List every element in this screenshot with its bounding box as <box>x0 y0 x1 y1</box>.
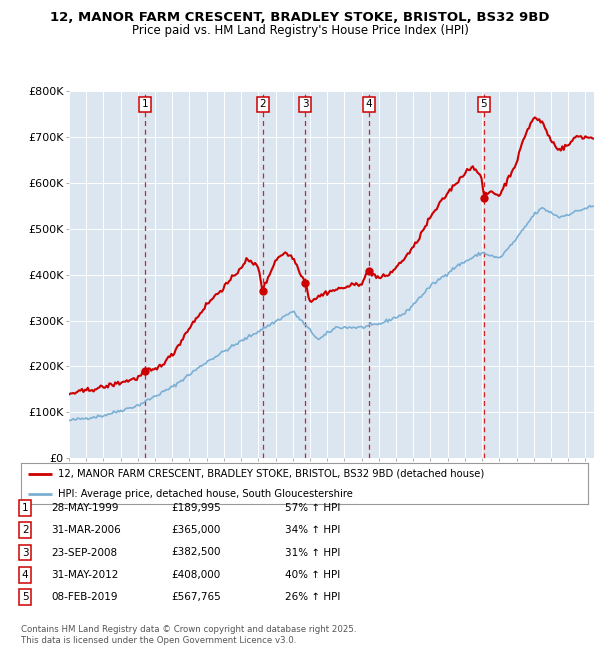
Text: 4: 4 <box>365 99 372 109</box>
Text: 4: 4 <box>22 569 29 580</box>
Text: 12, MANOR FARM CRESCENT, BRADLEY STOKE, BRISTOL, BS32 9BD (detached house): 12, MANOR FARM CRESCENT, BRADLEY STOKE, … <box>58 469 484 478</box>
Text: 31-MAY-2012: 31-MAY-2012 <box>51 569 118 580</box>
Text: 5: 5 <box>481 99 487 109</box>
Text: HPI: Average price, detached house, South Gloucestershire: HPI: Average price, detached house, Sout… <box>58 489 353 499</box>
Text: £365,000: £365,000 <box>171 525 220 536</box>
Text: 1: 1 <box>142 99 148 109</box>
Text: 23-SEP-2008: 23-SEP-2008 <box>51 547 117 558</box>
Text: 1: 1 <box>22 503 29 514</box>
Text: 2: 2 <box>22 525 29 536</box>
Text: 5: 5 <box>22 592 29 602</box>
Text: 31% ↑ HPI: 31% ↑ HPI <box>285 547 340 558</box>
Text: £408,000: £408,000 <box>171 569 220 580</box>
Text: Contains HM Land Registry data © Crown copyright and database right 2025.
This d: Contains HM Land Registry data © Crown c… <box>21 625 356 645</box>
Text: 34% ↑ HPI: 34% ↑ HPI <box>285 525 340 536</box>
Text: £567,765: £567,765 <box>171 592 221 602</box>
Text: 31-MAR-2006: 31-MAR-2006 <box>51 525 121 536</box>
Text: 2: 2 <box>259 99 266 109</box>
Text: 3: 3 <box>302 99 308 109</box>
Text: £382,500: £382,500 <box>171 547 221 558</box>
Text: 3: 3 <box>22 547 29 558</box>
Text: 40% ↑ HPI: 40% ↑ HPI <box>285 569 340 580</box>
Text: £189,995: £189,995 <box>171 503 221 514</box>
Text: 26% ↑ HPI: 26% ↑ HPI <box>285 592 340 602</box>
Text: 08-FEB-2019: 08-FEB-2019 <box>51 592 118 602</box>
Text: 12, MANOR FARM CRESCENT, BRADLEY STOKE, BRISTOL, BS32 9BD: 12, MANOR FARM CRESCENT, BRADLEY STOKE, … <box>50 11 550 24</box>
Text: Price paid vs. HM Land Registry's House Price Index (HPI): Price paid vs. HM Land Registry's House … <box>131 24 469 37</box>
Text: 57% ↑ HPI: 57% ↑ HPI <box>285 503 340 514</box>
Text: 28-MAY-1999: 28-MAY-1999 <box>51 503 119 514</box>
